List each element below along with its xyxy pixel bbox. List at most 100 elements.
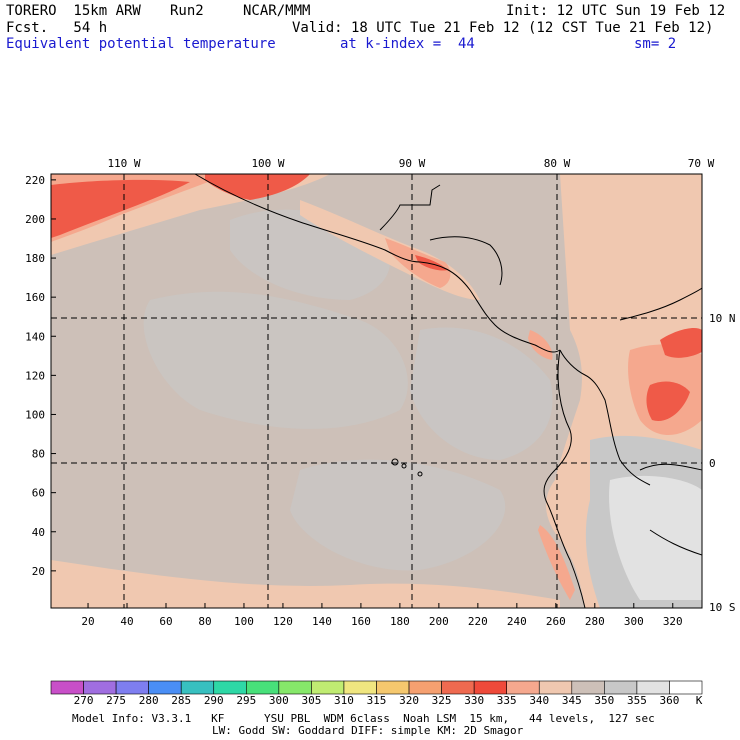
red-band-north bbox=[51, 179, 190, 238]
y-tick-label: 180 bbox=[25, 252, 45, 265]
smooth-label: sm= 2 bbox=[634, 36, 677, 52]
colorbar-swatch bbox=[376, 680, 410, 695]
y-tick-label: 80 bbox=[32, 448, 45, 461]
colorbar-swatch bbox=[50, 680, 84, 695]
colorbar-swatch bbox=[538, 680, 573, 695]
colorbar-swatch bbox=[408, 680, 442, 695]
y-axis-ticks: 20 40 60 80 100 120 140 160 180 200 220 bbox=[25, 174, 56, 578]
coast-pacific-south-america bbox=[543, 349, 586, 608]
temperature-field bbox=[51, 174, 702, 608]
run-label: Run2 bbox=[170, 3, 204, 19]
x-axis-ticks: 20 40 60 80 100 120 140 160 180 200 220 240 260 280 30… bbox=[81, 603, 683, 628]
y-tick-label: 60 bbox=[32, 487, 45, 500]
x-tick-label: 40 bbox=[120, 615, 133, 628]
x-tick-label: 80 bbox=[198, 615, 211, 628]
valid-time: Valid: 18 UTC Tue 21 Feb 12 (12 CST Tue … bbox=[292, 20, 714, 36]
right-lat-labels: 10 N 0 10 S bbox=[709, 312, 736, 614]
map-frame bbox=[50, 173, 703, 609]
colorbar-label: 335 bbox=[497, 694, 517, 707]
lat-label: 0 bbox=[709, 457, 716, 470]
border-peru bbox=[639, 463, 702, 471]
y-tick-label: 40 bbox=[32, 526, 45, 539]
x-tick-label: 300 bbox=[624, 615, 644, 628]
y-tick-label: 100 bbox=[25, 408, 45, 421]
colorbar-swatch bbox=[571, 680, 605, 695]
colorbar-label: 290 bbox=[204, 694, 224, 707]
border-bolivia bbox=[649, 529, 702, 556]
colorbar: 270 275 280 285 290 295 300 305 310 315 320 325 330 3… bbox=[50, 680, 703, 707]
galapagos-islands bbox=[391, 458, 423, 477]
colorbar-label: 285 bbox=[171, 694, 191, 707]
y-tick-label: 200 bbox=[25, 213, 45, 226]
gray-region bbox=[143, 291, 408, 429]
x-tick-label: 320 bbox=[663, 615, 683, 628]
coast-yucatan bbox=[379, 184, 441, 231]
x-tick-label: 220 bbox=[468, 615, 488, 628]
coast-colombia-border bbox=[559, 349, 651, 486]
top-lon-labels: 110 W 100 W 90 W 80 W 70 W bbox=[107, 157, 714, 170]
colorbar-label: 275 bbox=[106, 694, 126, 707]
red-spot-northeast bbox=[660, 328, 702, 358]
y-tick-label: 140 bbox=[25, 330, 45, 343]
lon-label: 100 W bbox=[251, 157, 284, 170]
colorbar-label: 315 bbox=[367, 694, 387, 707]
x-tick-label: 20 bbox=[81, 615, 94, 628]
x-tick-label: 140 bbox=[312, 615, 332, 628]
gray-region bbox=[290, 459, 506, 571]
forecast-hour: Fcst. 54 h bbox=[6, 20, 108, 36]
coast-caribbean-colombia bbox=[619, 287, 702, 321]
colorbar-swatch bbox=[278, 680, 312, 695]
lon-label: 80 W bbox=[544, 157, 571, 170]
colorbar-label: 325 bbox=[432, 694, 452, 707]
colorbar-label: 360 bbox=[660, 694, 680, 707]
lat-label: 10 S bbox=[709, 601, 736, 614]
colorbar-swatch bbox=[441, 680, 475, 695]
latlon-grid bbox=[51, 174, 702, 608]
colorbar-label: 270 bbox=[74, 694, 94, 707]
lon-label: 90 W bbox=[399, 157, 426, 170]
colorbar-swatch bbox=[148, 680, 182, 695]
lon-label: 110 W bbox=[107, 157, 140, 170]
coast-warm-south bbox=[538, 525, 575, 600]
colorbar-label: 330 bbox=[464, 694, 484, 707]
colorbar-swatch bbox=[604, 680, 638, 695]
colorbar-label: 310 bbox=[334, 694, 354, 707]
lat-label: 10 N bbox=[709, 312, 736, 325]
field-name: Equivalent potential temperature bbox=[6, 36, 276, 52]
colorbar-label: 280 bbox=[139, 694, 159, 707]
x-tick-label: 180 bbox=[390, 615, 410, 628]
colorbar-swatch bbox=[180, 680, 215, 695]
model-info: Model Info: V3.3.1 KF YSU PBL WDM 6class… bbox=[72, 712, 655, 725]
model-title: TORERO 15km ARW bbox=[6, 3, 141, 19]
colorbar-label: 350 bbox=[594, 694, 614, 707]
org-label: NCAR/MMM bbox=[243, 3, 311, 19]
colorbar-unit: K bbox=[696, 694, 703, 707]
x-tick-label: 280 bbox=[585, 615, 605, 628]
level-label: at k-index = 44 bbox=[340, 36, 475, 52]
colorbar-swatch bbox=[473, 680, 507, 695]
colorbar-swatch bbox=[343, 680, 377, 695]
x-tick-label: 100 bbox=[234, 615, 254, 628]
colorbar-swatch bbox=[83, 680, 117, 695]
colorbar-swatch bbox=[669, 680, 703, 695]
x-tick-label: 240 bbox=[507, 615, 527, 628]
coastlines bbox=[194, 174, 702, 608]
colorbar-swatch bbox=[506, 680, 540, 695]
y-tick-label: 160 bbox=[25, 291, 45, 304]
y-tick-label: 220 bbox=[25, 174, 45, 187]
x-tick-label: 160 bbox=[351, 615, 371, 628]
colorbar-label: 295 bbox=[236, 694, 256, 707]
coast-pacific-central-america bbox=[194, 174, 561, 353]
highland-pale bbox=[609, 475, 702, 600]
lon-label: 70 W bbox=[688, 157, 715, 170]
init-time: Init: 12 UTC Sun 19 Feb 12 bbox=[506, 3, 726, 19]
x-tick-label: 260 bbox=[546, 615, 566, 628]
panama-warm bbox=[528, 330, 553, 360]
x-tick-label: 200 bbox=[429, 615, 449, 628]
salmon-band-south bbox=[51, 560, 560, 608]
colorbar-label: 320 bbox=[399, 694, 419, 707]
x-tick-label: 60 bbox=[159, 615, 172, 628]
y-tick-label: 20 bbox=[32, 565, 45, 578]
red-spot-east bbox=[646, 381, 690, 421]
colorbar-label: 345 bbox=[562, 694, 582, 707]
